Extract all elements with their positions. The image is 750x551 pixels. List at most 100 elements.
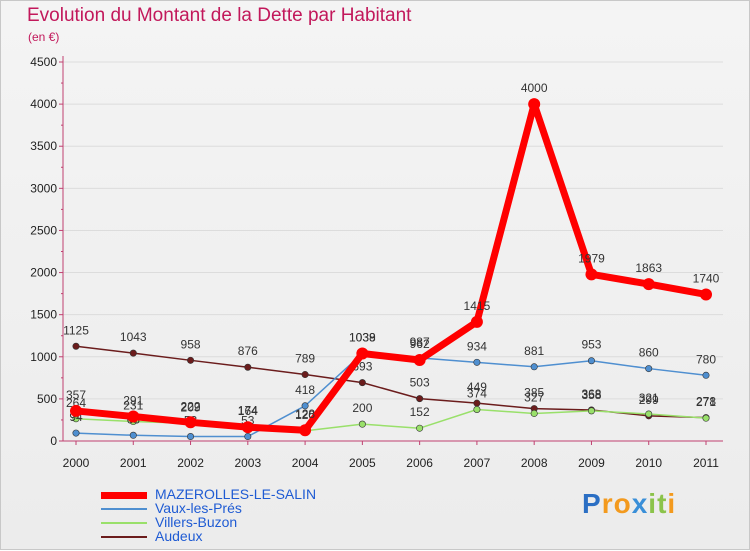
x-tick-label: 2000 xyxy=(63,456,90,470)
logo-letter: i xyxy=(667,488,677,519)
data-label-audeux: 958 xyxy=(181,337,201,351)
data-label-mazerolles-le-salin: 164 xyxy=(238,404,258,418)
data-point-mazerolles-le-salin xyxy=(356,347,369,360)
x-tick-label: 2009 xyxy=(578,456,605,470)
legend-label: Villers-Buzon xyxy=(155,514,238,530)
data-point-villers-buzon xyxy=(473,406,481,414)
data-label-mazerolles-le-salin: 1979 xyxy=(578,251,605,265)
data-point-vaux-les-pr-s xyxy=(72,429,80,437)
legend-item-mazerolles[interactable]: MAZEROLLES-LE-SALIN xyxy=(101,487,316,501)
legend-label: MAZEROLLES-LE-SALIN xyxy=(155,486,317,502)
data-label-mazerolles-le-salin: 962 xyxy=(410,337,430,351)
logo-letter: r xyxy=(601,488,614,519)
data-point-vaux-les-pr-s xyxy=(587,357,595,365)
data-point-villers-buzon xyxy=(587,407,595,415)
x-tick-label: 2002 xyxy=(177,456,204,470)
data-point-audeux xyxy=(358,379,366,387)
data-point-audeux xyxy=(416,395,424,403)
data-point-villers-buzon xyxy=(358,420,366,428)
data-label-audeux: 789 xyxy=(295,352,315,366)
legend-swatch-audeux xyxy=(101,536,147,539)
y-tick-label: 1500 xyxy=(30,308,57,322)
legend-swatch-villers-buzon xyxy=(101,522,147,525)
data-label-villers-buzon: 327 xyxy=(524,390,544,404)
data-point-mazerolles-le-salin xyxy=(241,421,254,434)
x-tick-label: 2006 xyxy=(406,456,433,470)
x-tick-label: 2003 xyxy=(234,456,261,470)
data-label-audeux: 299 xyxy=(639,393,659,407)
x-tick-label: 2007 xyxy=(464,456,491,470)
legend: MAZEROLLES-LE-SALIN Vaux-les-Prés Viller… xyxy=(101,487,316,543)
data-label-villers-buzon: 152 xyxy=(410,405,430,419)
data-label-vaux-les-pr-s: 987 xyxy=(410,335,430,349)
legend-item-audeux[interactable]: Audeux xyxy=(101,529,316,543)
data-point-mazerolles-le-salin xyxy=(642,278,655,291)
data-point-mazerolles-le-salin xyxy=(184,416,197,429)
data-label-vaux-les-pr-s: 860 xyxy=(639,346,659,360)
data-point-vaux-les-pr-s xyxy=(301,402,309,410)
x-tick-label: 2008 xyxy=(521,456,548,470)
data-point-audeux xyxy=(129,349,137,357)
data-point-vaux-les-pr-s xyxy=(129,431,137,439)
data-point-villers-buzon xyxy=(530,409,538,417)
data-point-audeux xyxy=(301,371,309,379)
data-point-vaux-les-pr-s xyxy=(473,358,481,366)
data-label-vaux-les-pr-s: 1038 xyxy=(349,331,376,345)
data-label-villers-buzon: 209 xyxy=(181,400,201,414)
y-tick-label: 4000 xyxy=(30,97,57,111)
data-label-mazerolles-le-salin: 291 xyxy=(123,393,143,407)
series-line-vaux-les-pr-s xyxy=(75,352,707,438)
x-tick-label: 2001 xyxy=(120,456,147,470)
data-label-villers-buzon: 271 xyxy=(696,395,716,409)
data-point-audeux xyxy=(72,342,80,350)
y-tick-label: 2500 xyxy=(30,223,57,237)
legend-swatch-mazerolles xyxy=(101,491,147,499)
y-tick-label: 4500 xyxy=(30,55,57,69)
x-tick-label: 2010 xyxy=(635,456,662,470)
data-point-audeux xyxy=(187,356,195,364)
data-point-villers-buzon xyxy=(645,410,653,418)
data-label-audeux: 449 xyxy=(467,380,487,394)
data-point-mazerolles-le-salin xyxy=(470,315,483,328)
data-label-audeux: 368 xyxy=(581,387,601,401)
x-tick-label: 2005 xyxy=(349,456,376,470)
y-tick-label: 3500 xyxy=(30,139,57,153)
data-label-audeux: 876 xyxy=(238,344,258,358)
chart-subtitle: (en €) xyxy=(28,30,60,44)
data-point-vaux-les-pr-s xyxy=(530,363,538,371)
y-tick-label: 500 xyxy=(37,392,57,406)
data-point-mazerolles-le-salin xyxy=(299,424,312,437)
data-label-villers-buzon: 231 xyxy=(123,399,143,413)
data-label-villers-buzon: 174 xyxy=(238,403,258,417)
data-label-mazerolles-le-salin: 1740 xyxy=(693,271,720,285)
data-label-mazerolles-le-salin: 357 xyxy=(66,388,86,402)
legend-item-villers-buzon[interactable]: Villers-Buzon xyxy=(101,515,316,529)
y-tick-label: 1000 xyxy=(30,350,57,364)
data-label-villers-buzon: 264 xyxy=(66,396,86,410)
data-label-audeux: 1125 xyxy=(63,323,89,337)
data-point-mazerolles-le-salin xyxy=(127,410,140,423)
data-label-vaux-les-pr-s: 881 xyxy=(524,344,544,358)
data-point-vaux-les-pr-s xyxy=(187,433,195,441)
data-label-mazerolles-le-salin: 4000 xyxy=(521,81,548,95)
data-point-mazerolles-le-salin xyxy=(413,353,426,366)
legend-swatch-vaux-les-pres xyxy=(101,508,147,511)
data-label-vaux-les-pr-s: 934 xyxy=(467,339,487,353)
data-point-vaux-les-pr-s xyxy=(244,433,252,441)
data-point-mazerolles-le-salin xyxy=(528,98,541,111)
legend-item-vaux-les-pres[interactable]: Vaux-les-Prés xyxy=(101,501,316,515)
legend-label: Audeux xyxy=(155,528,203,544)
data-label-audeux: 503 xyxy=(410,376,430,390)
x-tick-label: 2004 xyxy=(292,456,319,470)
proxiti-logo: Proxiti xyxy=(582,488,676,520)
data-label-audeux: 1043 xyxy=(120,330,147,344)
data-point-mazerolles-le-salin xyxy=(585,268,598,281)
data-label-villers-buzon: 358 xyxy=(581,388,601,402)
data-label-mazerolles-le-salin: 128 xyxy=(295,407,315,421)
data-label-audeux: 385 xyxy=(524,386,544,400)
y-tick-label: 3000 xyxy=(30,181,57,195)
data-label-villers-buzon: 374 xyxy=(467,387,487,401)
data-label-mazerolles-le-salin: 1863 xyxy=(635,261,662,275)
